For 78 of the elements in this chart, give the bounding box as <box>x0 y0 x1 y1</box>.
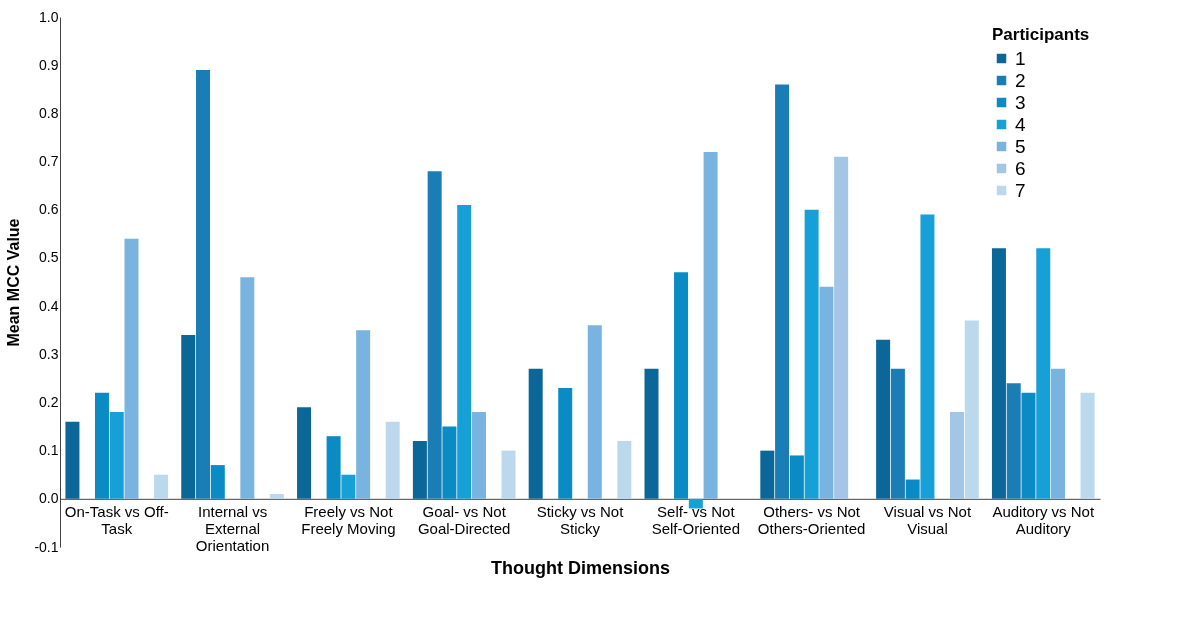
bar <box>269 494 284 499</box>
bar <box>688 498 703 509</box>
x-tick-label: Visual vs Not Visual <box>883 503 972 538</box>
bar <box>109 412 124 499</box>
x-tick-label: Sticky vs Not Sticky <box>536 503 625 538</box>
bar <box>326 436 341 499</box>
x-tick-label: Freely vs Not Freely Moving <box>301 503 396 538</box>
bar <box>819 286 834 499</box>
bar <box>1051 368 1066 499</box>
bar <box>385 421 400 499</box>
bar <box>442 426 457 499</box>
legend-label: 5 <box>1015 135 1026 157</box>
bar <box>804 209 819 499</box>
x-tick-label: On-Task vs Off-Task <box>64 503 169 538</box>
bar <box>124 238 139 499</box>
bar <box>210 465 225 499</box>
x-tick-label: Internal vs External Orientation <box>195 503 270 555</box>
bar <box>775 84 790 499</box>
bar <box>1036 248 1051 499</box>
bar <box>890 368 905 499</box>
y-tick-label: 0.5 <box>39 249 59 266</box>
y-tick-label: -0.1 <box>34 538 59 555</box>
bar <box>991 248 1006 499</box>
bar <box>427 171 442 499</box>
bar <box>65 421 80 499</box>
y-tick-label: 0.7 <box>39 153 59 170</box>
y-tick-label: 0.8 <box>39 104 59 121</box>
y-tick-label: 1.0 <box>39 8 59 25</box>
legend-label: 7 <box>1015 179 1026 201</box>
bar <box>876 339 891 499</box>
legend-label: 4 <box>1015 113 1026 135</box>
y-tick-label: 0.1 <box>39 442 59 459</box>
bar <box>587 325 602 499</box>
bar <box>181 335 196 499</box>
bar <box>297 407 312 499</box>
bar <box>644 368 659 499</box>
x-tick-label: Others- vs Not Others-Oriented <box>757 503 866 538</box>
legend-label: 2 <box>1015 69 1026 91</box>
bar <box>949 412 964 499</box>
bar <box>920 214 935 499</box>
bar <box>674 272 689 499</box>
y-tick-label: 0.4 <box>39 297 59 314</box>
bar <box>834 156 849 499</box>
y-tick-label: 0.3 <box>39 345 59 362</box>
bar <box>760 450 775 499</box>
bar <box>341 474 356 499</box>
x-tick-label: Goal- vs Not Goal-Directed <box>417 503 511 538</box>
x-tick-label: Self- vs Not Self-Oriented <box>651 503 740 538</box>
bar <box>617 441 632 499</box>
bar <box>1021 392 1036 499</box>
bar <box>905 479 920 499</box>
bar <box>1080 392 1095 499</box>
bar <box>412 441 427 499</box>
legend-label: 6 <box>1015 157 1026 179</box>
legend-title: Participants <box>992 25 1090 44</box>
bar <box>240 277 255 499</box>
bar <box>964 320 979 499</box>
bar <box>789 455 804 499</box>
bar <box>703 151 718 499</box>
bar <box>457 204 472 499</box>
bar <box>501 450 516 499</box>
bar <box>356 330 371 499</box>
legend-label: 1 <box>1015 47 1026 69</box>
y-tick-label: 0.2 <box>39 393 59 410</box>
y-tick-label: 0.0 <box>39 490 59 507</box>
bar <box>528 368 543 499</box>
bar <box>196 70 211 499</box>
bar <box>1006 383 1021 499</box>
x-tick-label: Auditory vs Not Auditory <box>992 503 1095 538</box>
x-axis-title: Thought Dimensions <box>491 558 670 579</box>
y-tick-label: 0.6 <box>39 201 59 218</box>
bar <box>471 412 486 499</box>
y-tick-label: 0.9 <box>39 56 59 73</box>
bar <box>154 474 169 499</box>
bar <box>94 392 109 499</box>
bar <box>558 388 573 499</box>
legend-label: 3 <box>1015 91 1026 113</box>
y-axis-title: Mean MCC Value <box>5 218 23 347</box>
